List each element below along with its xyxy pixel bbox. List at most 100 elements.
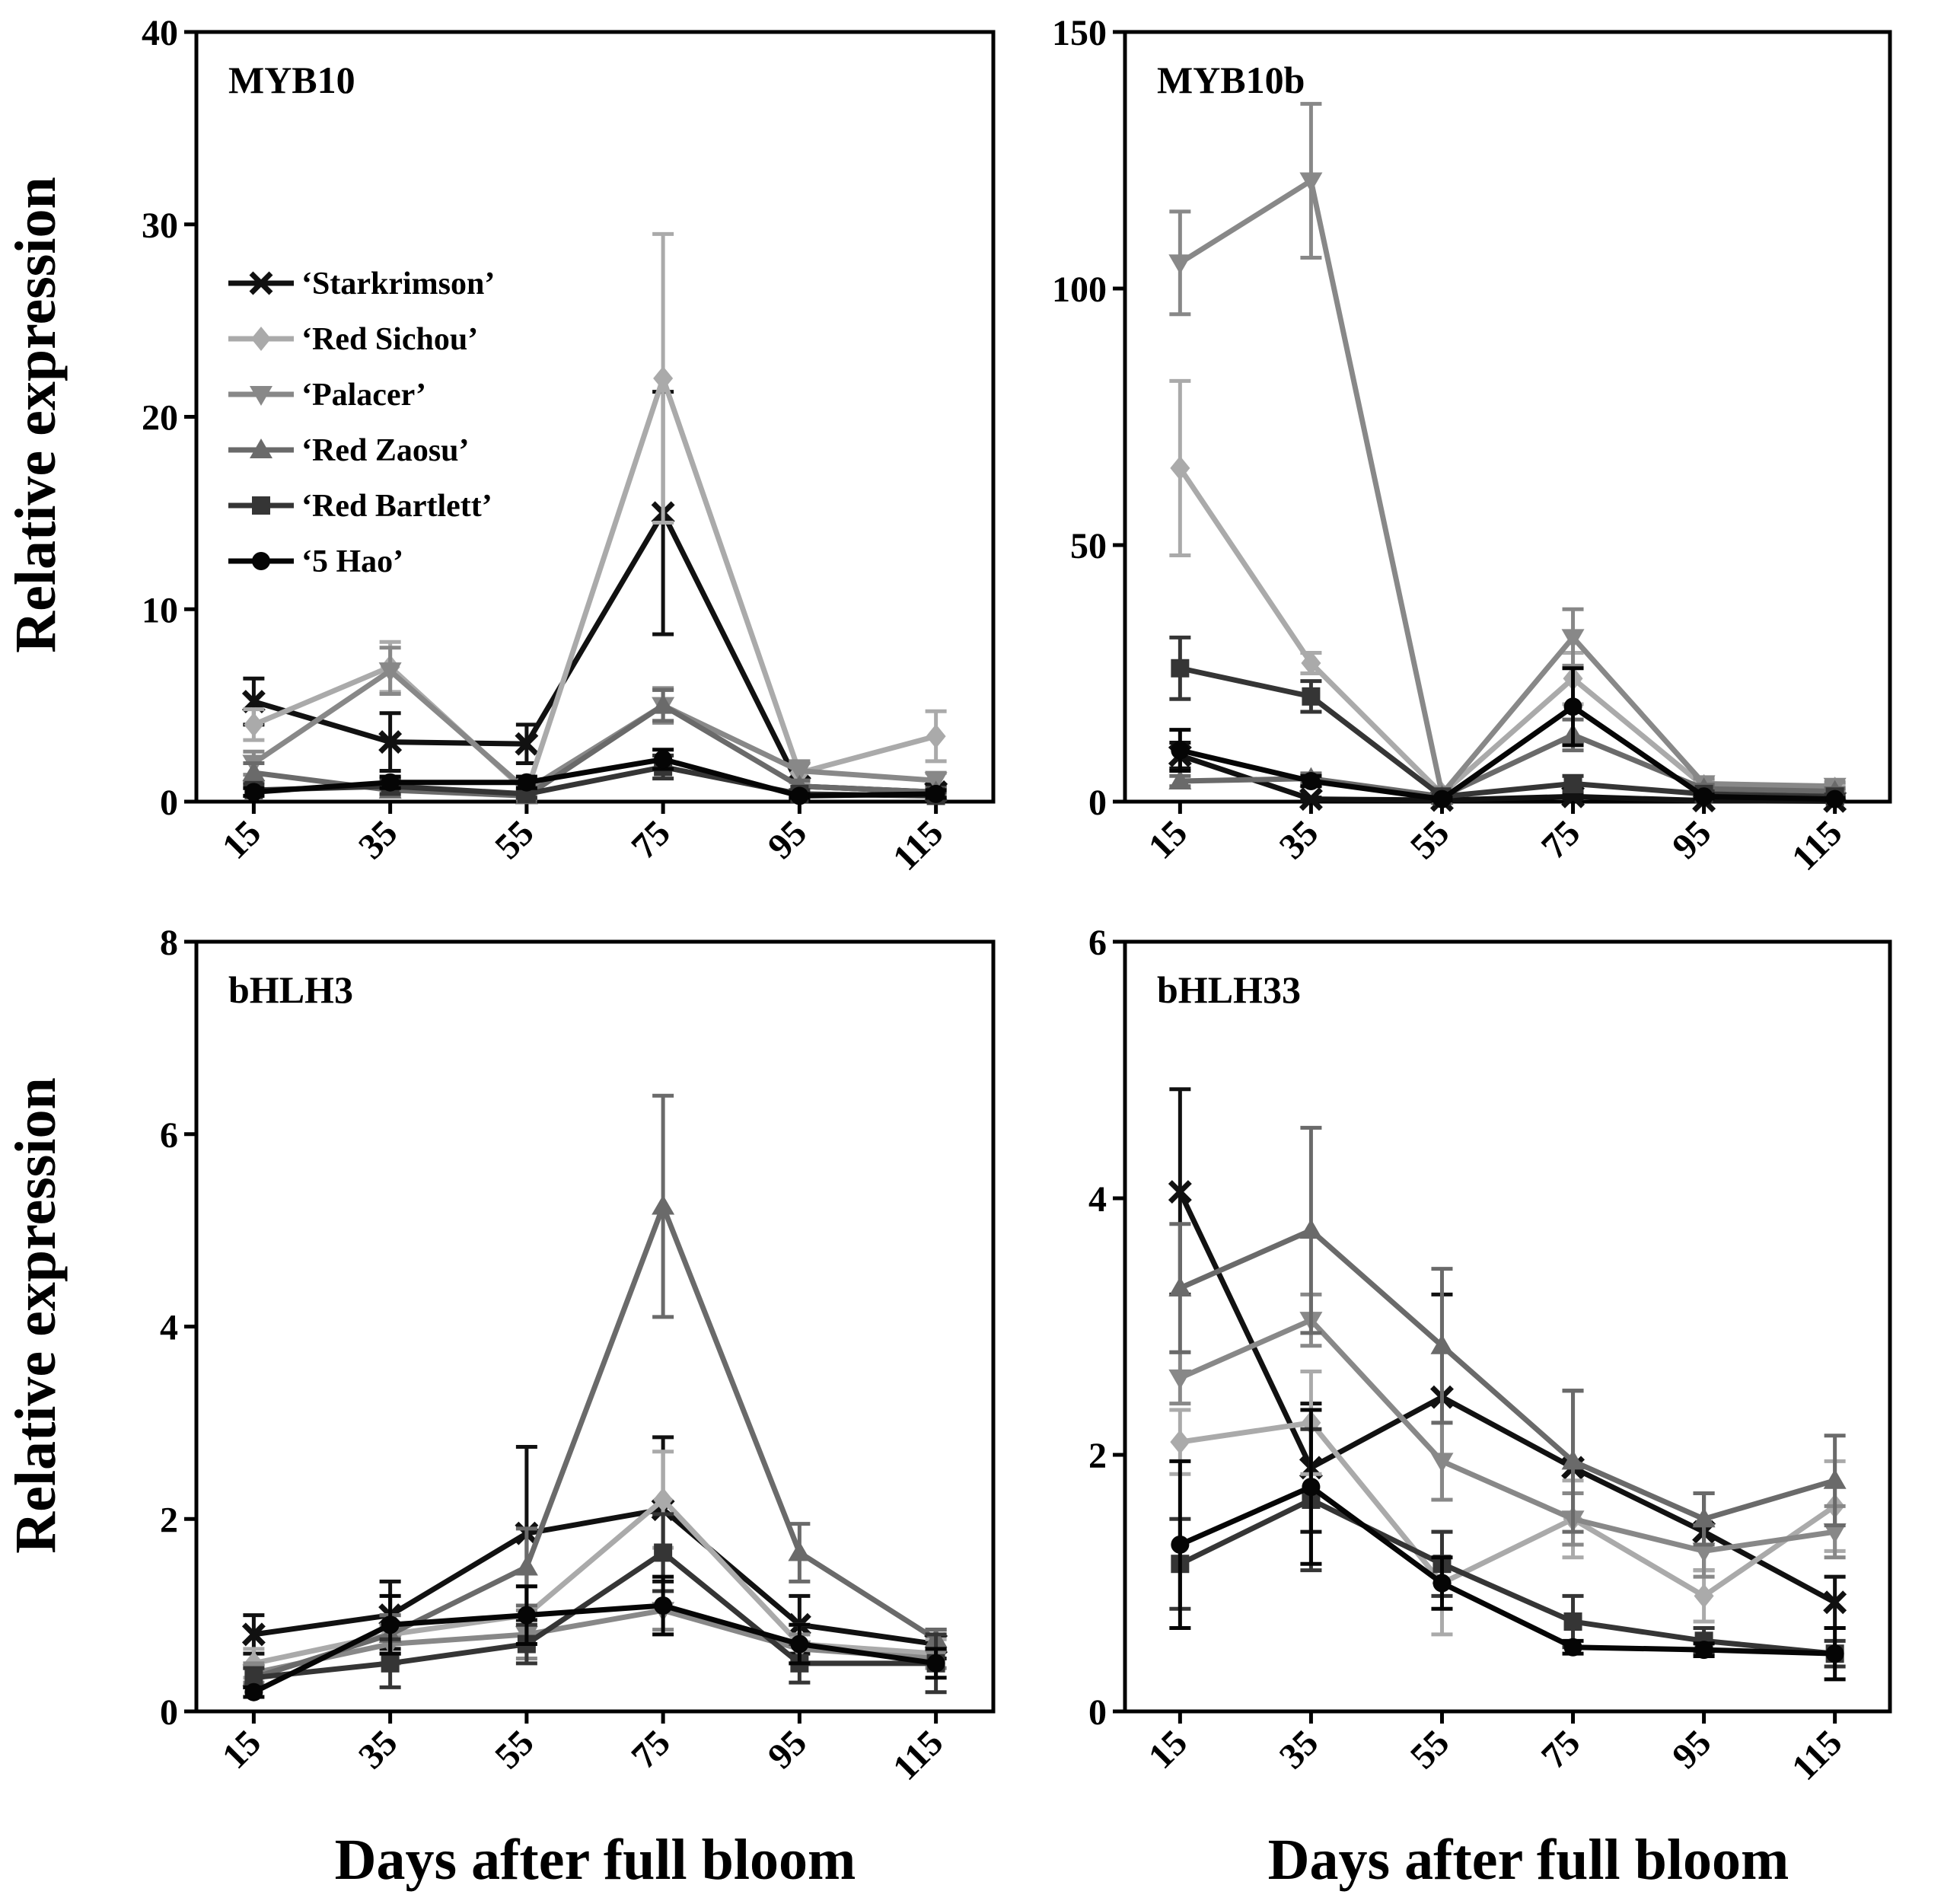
myb10-series-5-hao	[243, 748, 947, 805]
myb10-5-hao-point-35	[381, 773, 400, 792]
bhlh33-5-hao-point-115	[1825, 1644, 1844, 1663]
myb10b-5-hao-point-35	[1302, 772, 1321, 791]
bhlh33-red-zaosu-line	[1178, 1227, 1836, 1522]
bhlh33-5-hao-line	[1178, 1484, 1835, 1657]
myb10b-red-sichou-point-15	[1170, 455, 1190, 480]
bhlh33-5-hao-point-35	[1302, 1478, 1321, 1497]
myb10-red-sichou-point-15	[244, 712, 264, 737]
bhlh3-5-hao-point-15	[244, 1682, 263, 1701]
bhlh3-series-5-hao	[243, 1574, 947, 1701]
legend-label-red-bartlett: ‘Red Bartlett’	[301, 489, 492, 524]
myb10-palacer-point-35	[378, 662, 402, 683]
bhlh33-y-tick-label-6: 6	[1088, 923, 1107, 963]
myb10-red-sichou-point-75	[653, 365, 674, 391]
bhlh33-y-tick-label-4: 4	[1088, 1179, 1107, 1220]
legend-label-red-zaosu: ‘Red Zaosu’	[301, 433, 470, 468]
bhlh3-red-zaosu-point-55	[515, 1555, 538, 1576]
bhlh33-series-5-hao	[1169, 1408, 1846, 1682]
legend-label-5-hao: ‘5 Hao’	[301, 544, 403, 579]
bhlh33-palacer-point-15	[1168, 1369, 1192, 1389]
bhlh3-y-tick-label-6: 6	[160, 1115, 178, 1156]
legend-label-red-sichou: ‘Red Sichou’	[301, 322, 478, 357]
bhlh33-red-zaosu-point-55	[1430, 1334, 1454, 1354]
myb10b-red-sichou-point-35	[1301, 651, 1321, 676]
myb10b-starkrimson-point-35	[1299, 787, 1323, 812]
x-axis-label-left: Days after full bloom	[335, 1828, 856, 1892]
bhlh33-y-tick-label-2: 2	[1088, 1436, 1107, 1476]
myb10b-5-hao-point-75	[1563, 697, 1582, 716]
bhlh33-plot-frame	[1123, 939, 1892, 1714]
bhlh3-red-sichou-point-75	[653, 1487, 674, 1512]
myb10b-palacer-point-15	[1168, 254, 1192, 275]
bhlh33-5-hao-point-55	[1433, 1574, 1452, 1593]
myb10b-y-tick-label-50: 50	[1070, 526, 1107, 566]
bhlh3-red-bartlett-point-35	[381, 1654, 400, 1673]
legend-marker-5-hao	[252, 552, 270, 570]
myb10-y-tick-label-30: 30	[142, 206, 178, 246]
myb10b-series-5-hao	[1169, 666, 1846, 808]
myb10b-red-zaosu-point-15	[1168, 770, 1192, 790]
myb10b-red-bartlett-point-35	[1302, 687, 1321, 706]
bhlh33-red-zaosu-point-35	[1299, 1219, 1323, 1239]
bhlh3-5-hao-point-115	[926, 1654, 945, 1673]
bhlh33-5-hao-point-15	[1171, 1535, 1190, 1554]
bhlh33-red-sichou-line	[1179, 1420, 1837, 1599]
myb10-y-tick-label-20: 20	[142, 398, 178, 439]
legend-marker-palacer	[250, 386, 272, 406]
bhlh3-red-zaosu-point-95	[788, 1541, 811, 1561]
bhlh3-panel-title: bHLH3	[228, 968, 353, 1011]
bhlh33-palacer-point-55	[1430, 1453, 1454, 1473]
myb10-y-tick-label-0: 0	[160, 783, 178, 823]
bhlh3-starkrimson-line	[253, 1507, 937, 1647]
myb10b-y-tick-label-150: 150	[1052, 13, 1107, 53]
bhlh3-y-tick-label-4: 4	[160, 1308, 178, 1348]
x-axis-label-right: Days after full bloom	[1268, 1828, 1789, 1892]
bhlh3-5-hao-point-75	[654, 1596, 673, 1615]
bhlh33-red-bartlett-point-75	[1563, 1612, 1582, 1631]
y-axis-label-top: Relative expression	[4, 177, 68, 653]
myb10-5-hao-point-115	[926, 784, 945, 803]
myb10b-palacer-point-75	[1561, 629, 1585, 649]
myb10-5-hao-point-75	[654, 750, 673, 769]
bhlh3-red-bartlett-point-75	[654, 1543, 673, 1562]
legend-label-palacer: ‘Palacer’	[301, 378, 426, 413]
myb10b-red-bartlett-point-15	[1171, 659, 1190, 678]
myb10-red-zaosu-point-75	[652, 694, 675, 714]
bhlh33-palacer-point-95	[1692, 1542, 1716, 1563]
bhlh33-red-sichou-point-95	[1694, 1583, 1714, 1609]
myb10b-5-hao-line	[1179, 703, 1835, 802]
legend-marker-starkrimson	[249, 271, 273, 295]
myb10-5-hao-point-15	[244, 783, 263, 802]
bhlh33-palacer-point-115	[1823, 1523, 1847, 1544]
bhlh3-5-hao-point-95	[790, 1635, 809, 1654]
myb10-y-tick-label-10: 10	[142, 590, 178, 630]
myb10b-panel-title: MYB10b	[1157, 59, 1305, 101]
myb10b-plot-frame	[1123, 30, 1892, 804]
myb10-palacer-point-95	[788, 762, 811, 783]
bhlh33-starkrimson-point-115	[1823, 1590, 1847, 1615]
myb10b-5-hao-point-115	[1825, 789, 1844, 808]
myb10-starkrimson-point-35	[378, 730, 403, 754]
myb10-5-hao-line	[253, 756, 936, 799]
myb10-legend: ‘Starkrimson’ ‘Red Sichou’ ‘Palacer’ ‘Red Z…	[228, 266, 495, 579]
bhlh33-y-tick-label-0: 0	[1088, 1692, 1107, 1733]
bhlh3-y-tick-label-0: 0	[160, 1692, 178, 1733]
bhlh33-red-zaosu-point-15	[1168, 1276, 1192, 1296]
bhlh33-starkrimson-point-15	[1168, 1180, 1192, 1204]
myb10b-red-bartlett-point-75	[1563, 774, 1582, 793]
myb10b-y-tick-label-100: 100	[1052, 269, 1107, 310]
bhlh33-red-bartlett-line	[1178, 1497, 1835, 1657]
myb10b-5-hao-point-95	[1694, 787, 1713, 806]
myb10b-palacer-point-35	[1299, 172, 1323, 193]
bhlh3-red-bartlett-line	[253, 1549, 936, 1681]
myb10-y-tick-label-40: 40	[142, 13, 178, 53]
bhlh33-5-hao-point-75	[1563, 1638, 1582, 1657]
myb10b-starkrimson-line	[1179, 753, 1835, 804]
legend-marker-red-sichou	[251, 327, 271, 351]
bhlh33-5-hao-point-95	[1694, 1641, 1713, 1660]
bhlh3-starkrimson-point-15	[241, 1622, 266, 1647]
bhlh3-red-zaosu-line	[253, 1204, 938, 1681]
myb10-red-zaosu-point-15	[242, 761, 266, 782]
